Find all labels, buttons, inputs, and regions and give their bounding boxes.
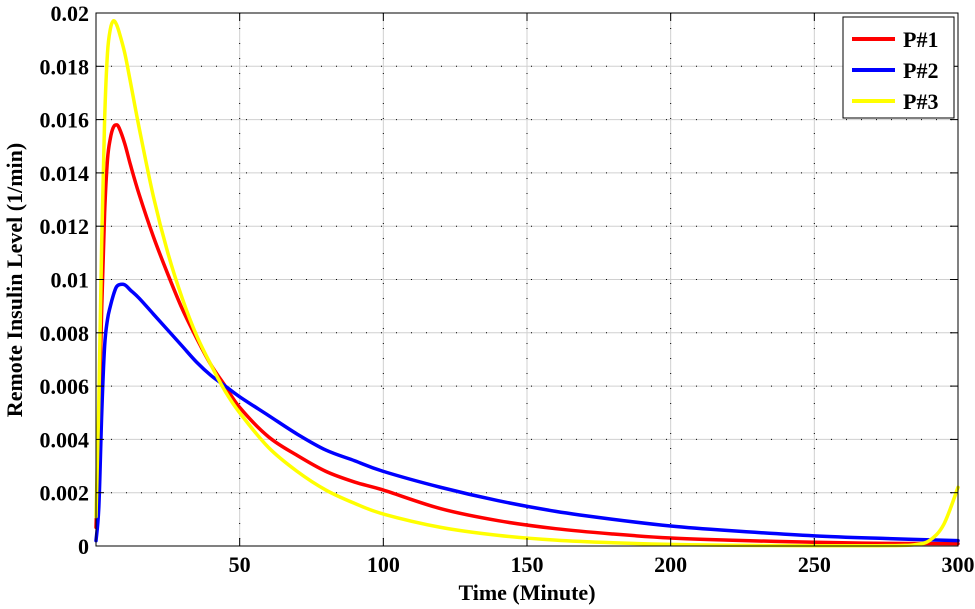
tick-marks	[96, 12, 959, 547]
y-tick-label: 0.014	[40, 161, 90, 186]
legend: P#1 P#2 P#3	[842, 16, 955, 119]
y-tick-labels: 0 0.002 0.004 0.006 0.008 0.01 0.012 0.014 0.016…	[40, 1, 90, 559]
y-tick-label: 0.016	[40, 108, 90, 133]
x-tick-label: 150	[511, 552, 544, 577]
y-tick-label: 0.01	[51, 268, 90, 293]
x-tick-label: 300	[942, 552, 975, 577]
y-tick-label: 0	[78, 534, 89, 559]
y-tick-label: 0.02	[51, 1, 90, 26]
y-tick-label: 0.006	[40, 374, 90, 399]
y-tick-label: 0.008	[40, 321, 90, 346]
y-tick-label: 0.012	[40, 214, 90, 239]
y-tick-label: 0.004	[40, 427, 90, 452]
x-axis-title: Time (Minute)	[458, 580, 595, 605]
x-tick-label: 200	[654, 552, 687, 577]
x-tick-labels: 50 100 150 200 250 300	[229, 552, 975, 577]
legend-label-p3: P#3	[903, 89, 938, 114]
grid	[96, 13, 958, 546]
x-tick-label: 100	[367, 552, 400, 577]
y-tick-label: 0.018	[40, 54, 90, 79]
y-axis-title: Remote Insulin Level (1/min)	[2, 143, 27, 417]
y-tick-label: 0.002	[40, 481, 90, 506]
x-tick-label: 50	[229, 552, 251, 577]
series-line-p2	[94, 282, 960, 543]
legend-label-p1: P#1	[903, 27, 938, 52]
x-tick-label: 250	[798, 552, 831, 577]
legend-label-p2: P#2	[903, 58, 938, 83]
